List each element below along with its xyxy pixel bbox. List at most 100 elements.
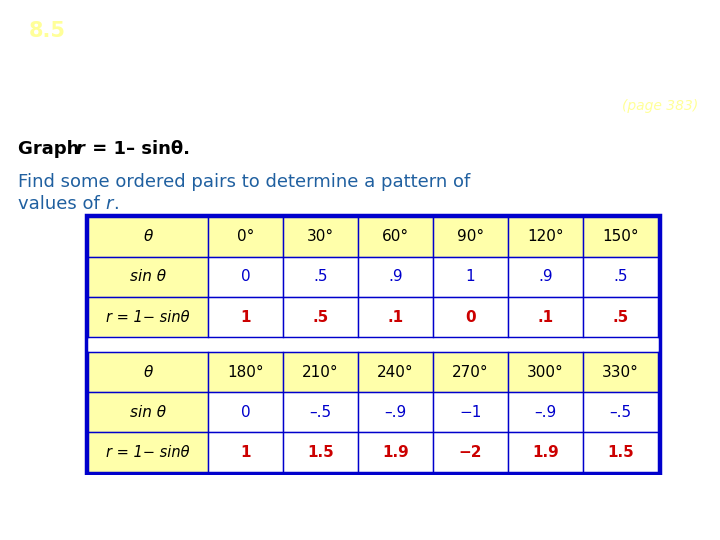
Text: 240°: 240° [377, 364, 414, 380]
Text: θ: θ [143, 230, 153, 245]
Bar [283, 217, 358, 257]
Bar [358, 297, 433, 337]
Text: −2: −2 [459, 444, 482, 460]
Text: sin θ: sin θ [130, 404, 166, 420]
Bar [283, 297, 358, 337]
Bar [508, 257, 583, 297]
Text: ALWAYS LEARNING: ALWAYS LEARNING [10, 503, 127, 513]
Bar [358, 392, 433, 432]
Bar [508, 392, 583, 432]
Text: 180°: 180° [228, 364, 264, 380]
Bar [208, 392, 283, 432]
Text: 330°: 330° [602, 364, 639, 380]
Text: 210°: 210° [302, 364, 339, 380]
Text: 0°: 0° [237, 230, 254, 245]
Text: .5: .5 [313, 269, 328, 285]
Text: 0: 0 [240, 404, 251, 420]
Bar [208, 257, 283, 297]
Bar [433, 297, 508, 337]
Bar [208, 432, 283, 472]
Text: .1: .1 [387, 309, 404, 325]
Text: 57: 57 [689, 501, 710, 516]
Bar [283, 352, 358, 392]
Bar [88, 337, 658, 349]
Bar [88, 257, 208, 297]
Text: (page 383): (page 383) [622, 99, 698, 113]
Bar [358, 217, 433, 257]
Text: 1: 1 [240, 309, 251, 325]
Bar [583, 257, 658, 297]
Text: 270°: 270° [452, 364, 489, 380]
Text: .5: .5 [613, 269, 628, 285]
Text: Graph: Graph [18, 140, 86, 158]
Text: r = 1− sinθ: r = 1− sinθ [106, 309, 190, 325]
Bar [433, 352, 508, 392]
Text: values of: values of [18, 195, 106, 213]
Bar [358, 352, 433, 392]
Text: 1: 1 [240, 444, 251, 460]
Text: .5: .5 [312, 309, 328, 325]
Bar [208, 352, 283, 392]
Text: r = 1− sinθ: r = 1− sinθ [106, 444, 190, 460]
Text: 300°: 300° [527, 364, 564, 380]
Bar [208, 217, 283, 257]
Text: .5: .5 [613, 309, 629, 325]
Text: –.5: –.5 [310, 404, 332, 420]
Text: .: . [113, 195, 119, 213]
Text: –.9: –.9 [534, 404, 557, 420]
Text: 120°: 120° [527, 230, 564, 245]
Text: θ: θ [143, 364, 153, 380]
Text: Example 4  Graphing a Polar Equation: Example 4 Graphing a Polar Equation [83, 22, 528, 42]
Bar [583, 392, 658, 432]
Bar [583, 297, 658, 337]
Bar [583, 432, 658, 472]
Bar [508, 297, 583, 337]
Bar [283, 432, 358, 472]
Text: 1.5: 1.5 [307, 444, 334, 460]
Bar [88, 217, 208, 257]
Text: 1: 1 [466, 269, 475, 285]
Text: .9: .9 [388, 269, 402, 285]
Text: .9: .9 [538, 269, 553, 285]
Text: 1.5: 1.5 [607, 444, 634, 460]
Text: 1.9: 1.9 [532, 444, 559, 460]
Text: r: r [75, 140, 84, 158]
Text: 60°: 60° [382, 230, 409, 245]
Text: 150°: 150° [602, 230, 639, 245]
Text: 90°: 90° [457, 230, 484, 245]
Bar [433, 432, 508, 472]
Bar [433, 392, 508, 432]
Bar [88, 352, 208, 392]
Text: (Cardioid): (Cardioid) [302, 73, 418, 93]
Text: sin θ: sin θ [130, 269, 166, 285]
Text: 1.9: 1.9 [382, 444, 409, 460]
Text: 8.5: 8.5 [29, 22, 66, 42]
Bar [88, 392, 208, 432]
Bar [283, 257, 358, 297]
Text: –.5: –.5 [609, 404, 631, 420]
Text: 0: 0 [465, 309, 476, 325]
Text: 30°: 30° [307, 230, 334, 245]
Bar [583, 352, 658, 392]
Bar [508, 432, 583, 472]
Text: −1: −1 [459, 404, 482, 420]
Bar [508, 217, 583, 257]
Text: r: r [105, 195, 112, 213]
Text: .1: .1 [537, 309, 554, 325]
Bar [433, 217, 508, 257]
Bar [88, 297, 208, 337]
Text: –.9: –.9 [384, 404, 407, 420]
Bar [283, 392, 358, 432]
Bar [88, 432, 208, 472]
Bar [508, 352, 583, 392]
Text: Copyright © 2013, 2009, 2005 Pearson Education, Inc.: Copyright © 2013, 2009, 2005 Pearson Edu… [207, 503, 513, 513]
Bar [358, 257, 433, 297]
Text: 0: 0 [240, 269, 251, 285]
Bar [208, 297, 283, 337]
Text: Find some ordered pairs to determine a pattern of: Find some ordered pairs to determine a p… [18, 173, 470, 191]
Bar [433, 257, 508, 297]
Bar [583, 217, 658, 257]
Bar [358, 432, 433, 472]
Text: PEARSON: PEARSON [580, 499, 690, 517]
Text: = 1– sinθ.: = 1– sinθ. [86, 140, 190, 158]
